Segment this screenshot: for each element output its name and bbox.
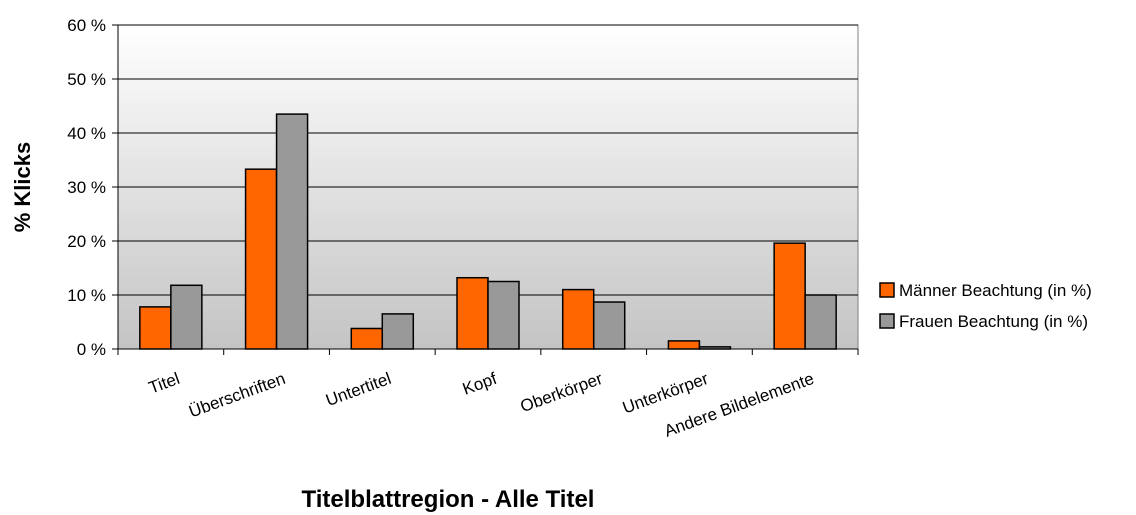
bar [275,113,309,350]
y-tick-label: 30 % [67,178,106,197]
bar [667,340,701,350]
x-tick-labels: Titel Überschriften Untertitel Kopf Oberkörp… [146,369,816,441]
bar [170,284,203,350]
x-tick-label: Untertitel [323,369,393,410]
y-tick-labels: 0 % 10 % 20 % 30 % 40 % 50 % 60 % [67,16,106,359]
y-tick-label: 50 % [67,70,106,89]
bar [456,276,489,350]
gridlines [118,24,858,296]
bar [139,306,172,350]
y-tick-label: 40 % [67,124,106,143]
bar [804,294,837,350]
legend-swatch [879,282,895,298]
x-tick-label: Titel [146,369,182,398]
y-tick-label: 10 % [67,286,106,305]
y-tick-label: 0 % [77,340,106,359]
bar [244,168,278,350]
x-axis-title: Titelblattregion - Alle Titel [302,486,595,513]
x-tick-label: Oberkörper [518,369,606,416]
bar [381,313,415,350]
y-tick-label: 20 % [67,232,106,251]
legend-swatch [879,313,895,329]
legend: Männer Beachtung (in %) Frauen Beachtung … [879,281,1092,331]
bar [592,301,626,350]
bar [487,280,520,350]
legend-label: Frauen Beachtung (in %) [899,312,1088,331]
axes [112,24,859,355]
bar [561,288,595,350]
y-tick-label: 60 % [67,16,106,35]
y-axis-title: % Klicks [10,142,35,233]
legend-label: Männer Beachtung (in %) [899,281,1092,300]
bars [139,113,837,350]
bar [350,327,384,350]
x-tick-label: Kopf [460,369,500,399]
x-tick-label: Überschriften [186,369,288,421]
bar [773,242,806,350]
